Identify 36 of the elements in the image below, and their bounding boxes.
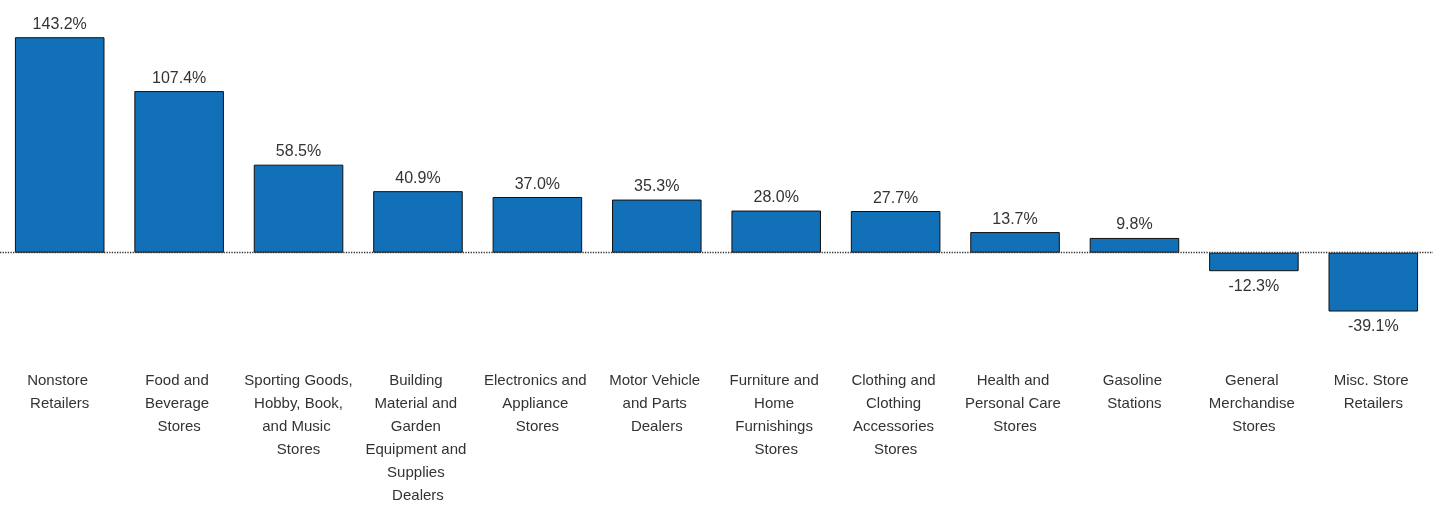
x-tick-label: Clothing and Clothing Accessories Stores <box>851 371 940 457</box>
bar <box>14 37 105 253</box>
data-label: 9.8% <box>1116 215 1153 233</box>
bar <box>1328 252 1419 312</box>
bar <box>134 91 224 253</box>
data-label: 37.0% <box>514 174 561 192</box>
x-tick-label: Nonstore Retailers <box>27 371 93 411</box>
bar <box>1089 237 1180 253</box>
bar <box>970 232 1060 253</box>
data-label: 143.2% <box>32 14 87 32</box>
x-tick-label: Sporting Goods, Hobby, Book, and Music Stores <box>244 371 353 457</box>
x-tick-label: Food and Beverage Stores <box>144 371 214 434</box>
data-label: 13.7% <box>992 209 1038 227</box>
data-label: 40.9% <box>395 168 441 186</box>
bar <box>492 197 583 253</box>
x-tick-label: Gasoline Stations <box>1102 371 1167 411</box>
data-label: 58.5% <box>275 142 322 160</box>
x-tick-label: Misc. Store Retailers <box>1333 371 1413 411</box>
bar <box>731 210 821 253</box>
x-tick-label: Motor Vehicle and Parts Dealers <box>609 371 705 434</box>
data-label: 107.4% <box>151 68 207 86</box>
bar <box>612 199 702 253</box>
data-label: 28.0% <box>753 188 799 206</box>
x-tick-label: General Merchandise Stores <box>1208 371 1299 434</box>
x-tick-label: Electronics and Appliance Stores <box>484 371 591 434</box>
x-tick-label: Health and Personal Care Stores <box>965 371 1066 434</box>
bar <box>373 191 463 253</box>
x-tick-label: Furniture and Home Furnishings Stores <box>729 371 823 457</box>
data-label: -39.1% <box>1347 317 1399 335</box>
bar <box>1209 252 1299 272</box>
x-tick-label: Building Material and Garden Equipment and Supplies Dealers <box>365 371 471 503</box>
bar <box>253 164 344 253</box>
bar <box>850 211 941 253</box>
data-label: 35.3% <box>634 177 680 195</box>
data-label: -12.3% <box>1228 276 1280 294</box>
data-label: 27.7% <box>872 188 919 206</box>
